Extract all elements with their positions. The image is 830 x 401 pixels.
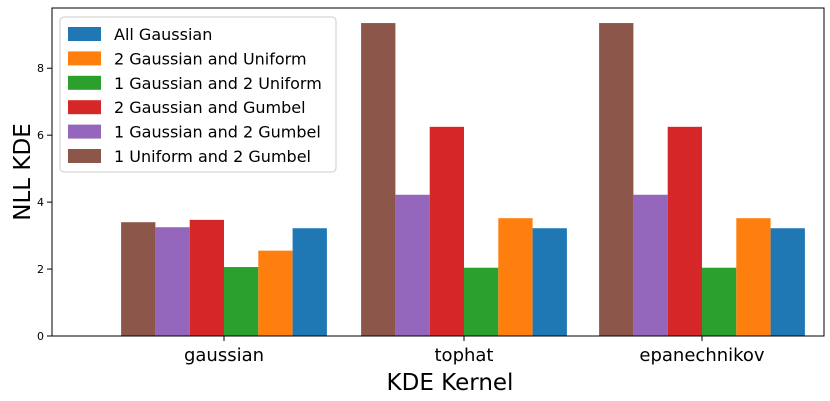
bars-group: [121, 23, 805, 337]
bar-gaussian-1-gaussian-and-2-uniform: [224, 267, 259, 336]
y-tick-label: 0: [37, 330, 44, 343]
legend-swatch: [68, 100, 101, 115]
bar-gaussian-all-gaussian: [292, 228, 327, 336]
bar-gaussian-1-uniform-and-2-gumbel: [121, 222, 156, 336]
bar-gaussian-2-gaussian-and-uniform: [258, 250, 293, 336]
bar-epanechnikov-1-gaussian-and-2-uniform: [702, 267, 737, 336]
bar-epanechnikov-all-gaussian: [770, 228, 805, 336]
x-axis-title: KDE Kernel: [387, 370, 514, 396]
legend-box: [59, 16, 337, 173]
y-tick-label: 8: [37, 62, 44, 75]
legend-swatch: [68, 124, 101, 139]
legend-label: 2 Gaussian and Uniform: [114, 49, 307, 68]
x-tick-label-gaussian: gaussian: [184, 345, 264, 366]
bar-tophat-1-gaussian-and-2-uniform: [464, 267, 499, 336]
legend-swatch: [68, 27, 101, 41]
legend-swatch: [68, 51, 101, 66]
y-tick-label: 6: [37, 129, 44, 142]
x-tick-label-epanechnikov: epanechnikov: [639, 345, 765, 366]
bar-tophat-1-gaussian-and-2-gumbel: [395, 194, 430, 336]
legend-label: All Gaussian: [114, 25, 212, 44]
bar-epanechnikov-2-gaussian-and-gumbel: [667, 126, 702, 336]
legend-label: 1 Gaussian and 2 Uniform: [114, 74, 322, 93]
bar-epanechnikov-1-uniform-and-2-gumbel: [599, 23, 634, 337]
bar-tophat-1-uniform-and-2-gumbel: [361, 23, 396, 337]
x-tick-label-tophat: tophat: [435, 345, 494, 366]
y-axis-title: NLL KDE: [10, 123, 36, 220]
plot-frame: [51, 7, 825, 337]
x-axis: gaussian tophat epanechnikov: [184, 336, 765, 366]
legend-swatch: [68, 75, 101, 90]
legend: All Gaussian 2 Gaussian and Uniform 1 Gaus…: [59, 16, 337, 173]
legend-swatch: [68, 149, 101, 163]
bar-gaussian-2-gaussian-and-gumbel: [189, 219, 224, 336]
y-tick-label: 4: [37, 196, 44, 209]
bar-gaussian-1-gaussian-and-2-gumbel: [155, 227, 190, 336]
bar-tophat-2-gaussian-and-uniform: [498, 218, 533, 336]
y-tick-label: 2: [37, 263, 44, 276]
bar-tophat-2-gaussian-and-gumbel: [429, 126, 464, 336]
legend-label: 1 Uniform and 2 Gumbel: [114, 147, 311, 166]
bar-epanechnikov-2-gaussian-and-uniform: [736, 218, 771, 336]
bar-tophat-all-gaussian: [532, 228, 567, 336]
legend-label: 2 Gaussian and Gumbel: [114, 98, 306, 117]
y-axis: 0 2 4 6 8: [37, 62, 52, 343]
legend-label: 1 Gaussian and 2 Gumbel: [114, 123, 321, 142]
bar-epanechnikov-1-gaussian-and-2-gumbel: [633, 194, 668, 336]
